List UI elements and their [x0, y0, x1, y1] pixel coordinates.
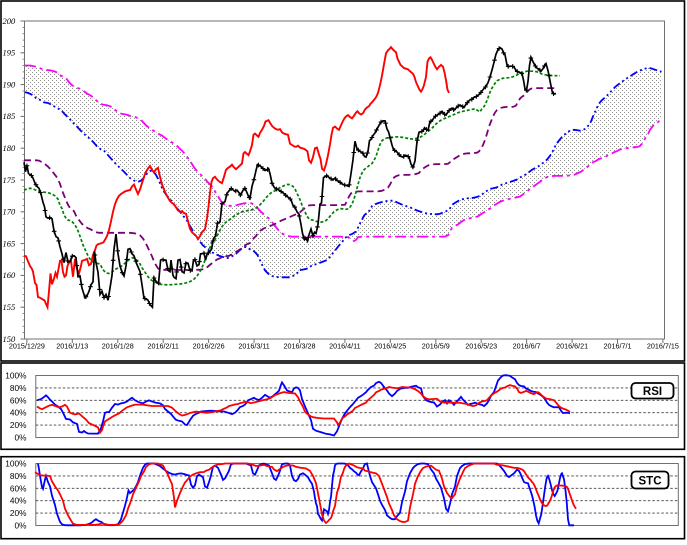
svg-text:2016/5/23: 2016/5/23: [465, 342, 497, 351]
svg-text:60%: 60%: [10, 395, 27, 405]
svg-text:2015/12/29: 2015/12/29: [9, 342, 45, 351]
svg-text:2016/4/11: 2016/4/11: [329, 342, 360, 351]
svg-text:150: 150: [2, 334, 16, 344]
svg-text:2016/6/7: 2016/6/7: [513, 342, 541, 351]
svg-text:2016/4/25: 2016/4/25: [374, 342, 406, 351]
svg-text:100%: 100%: [5, 371, 27, 381]
svg-text:80%: 80%: [10, 383, 27, 393]
svg-text:155: 155: [2, 302, 15, 312]
svg-text:195: 195: [2, 48, 15, 58]
svg-text:80%: 80%: [10, 471, 27, 481]
svg-text:RSI: RSI: [643, 386, 662, 398]
svg-text:2016/2/26: 2016/2/26: [193, 342, 225, 351]
svg-text:180: 180: [2, 143, 16, 153]
svg-text:20%: 20%: [10, 508, 27, 518]
svg-text:40%: 40%: [10, 496, 27, 506]
svg-text:2016/3/11: 2016/3/11: [238, 342, 269, 351]
svg-text:190: 190: [2, 79, 16, 89]
svg-text:2016/3/28: 2016/3/28: [284, 342, 316, 351]
svg-text:0%: 0%: [15, 433, 28, 443]
svg-text:200: 200: [2, 16, 16, 26]
svg-text:170: 170: [2, 207, 16, 217]
svg-text:2016/1/13: 2016/1/13: [56, 342, 88, 351]
svg-text:STC: STC: [639, 476, 662, 488]
svg-text:60%: 60%: [10, 483, 27, 493]
svg-text:2016/7/1: 2016/7/1: [604, 342, 632, 351]
svg-text:100%: 100%: [5, 459, 27, 469]
svg-text:20%: 20%: [10, 420, 27, 430]
svg-text:0%: 0%: [15, 521, 28, 531]
svg-text:2016/1/28: 2016/1/28: [102, 342, 134, 351]
svg-text:165: 165: [2, 238, 15, 248]
svg-text:2016/5/9: 2016/5/9: [422, 342, 450, 351]
svg-text:2016/6/21: 2016/6/21: [556, 342, 588, 351]
svg-text:185: 185: [2, 111, 15, 121]
svg-text:175: 175: [2, 175, 15, 185]
svg-text:160: 160: [2, 270, 16, 280]
svg-text:40%: 40%: [10, 408, 27, 418]
svg-text:2016/7/15: 2016/7/15: [647, 342, 679, 351]
svg-text:2016/2/11: 2016/2/11: [147, 342, 178, 351]
